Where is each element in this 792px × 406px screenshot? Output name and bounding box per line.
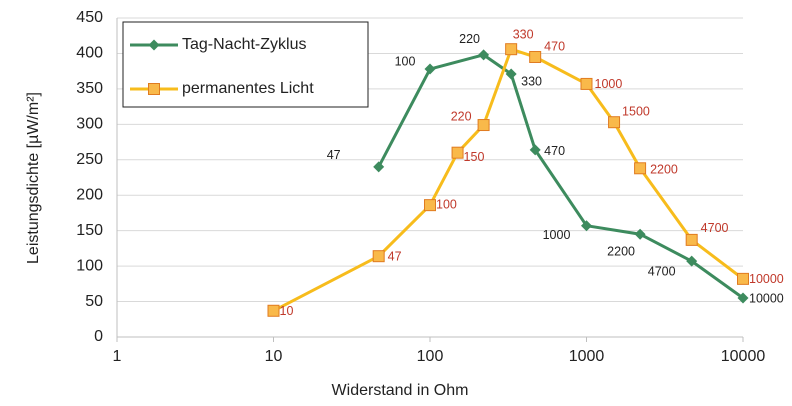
marker — [424, 63, 436, 75]
data-label: 2200 — [607, 245, 635, 259]
data-label: 4700 — [701, 221, 729, 235]
marker — [581, 220, 592, 232]
y-tick-label: 150 — [76, 222, 103, 239]
x-axis-label: Widerstand in Ohm — [332, 382, 469, 399]
marker — [424, 199, 436, 212]
data-label: 2200 — [650, 163, 678, 177]
y-tick-label: 350 — [76, 80, 103, 97]
marker — [478, 49, 490, 61]
data-label: 220 — [451, 109, 472, 123]
marker — [737, 292, 749, 304]
x-tick-label: 100 — [417, 348, 444, 365]
marker — [505, 68, 517, 80]
data-label: 220 — [459, 32, 480, 46]
line — [272, 47, 744, 313]
data-label: 10000 — [749, 272, 784, 286]
x-tick-label: 1 — [113, 348, 122, 365]
data-label: 10 — [280, 304, 294, 318]
marker — [529, 50, 542, 63]
data-label: 470 — [544, 144, 565, 158]
data-label: 4700 — [648, 264, 676, 278]
legend-box — [122, 21, 369, 108]
y-tick-label: 100 — [76, 257, 103, 274]
legend-marker — [148, 83, 160, 95]
y-tick-label: 0 — [94, 328, 103, 345]
data-label: 1000 — [595, 77, 623, 91]
data-label: 10000 — [749, 291, 784, 305]
marker — [451, 146, 464, 159]
data-label: 1000 — [543, 228, 571, 242]
y-axis-label: Leistungsdichte [µW/m²] — [25, 92, 42, 264]
data-label: 470 — [544, 39, 565, 53]
data-label: 150 — [464, 150, 485, 164]
legend-label: Tag-Nacht-Zyklus — [182, 36, 306, 53]
marker — [634, 228, 646, 240]
marker — [686, 255, 698, 267]
data-label: 1500 — [622, 105, 650, 119]
data-label: 47 — [388, 249, 402, 263]
x-tick-label: 10 — [265, 348, 283, 365]
data-label: 100 — [436, 197, 457, 211]
marker — [685, 233, 698, 246]
marker — [608, 116, 621, 129]
marker — [267, 304, 280, 317]
marker — [580, 77, 593, 90]
marker — [372, 250, 385, 263]
data-label: 330 — [521, 74, 542, 88]
data-label: 100 — [395, 54, 416, 68]
x-tick-label: 10000 — [721, 348, 766, 365]
marker — [737, 272, 749, 285]
y-tick-label: 200 — [76, 186, 103, 203]
y-tick-label: 450 — [76, 9, 103, 26]
marker — [529, 144, 541, 156]
legend-marker — [148, 39, 160, 51]
y-tick-label: 50 — [85, 293, 103, 310]
y-tick-label: 400 — [76, 45, 103, 62]
x-tick-label: 1000 — [569, 348, 605, 365]
marker — [505, 43, 518, 56]
y-tick-label: 250 — [76, 151, 103, 168]
y-tick-label: 300 — [76, 116, 103, 133]
marker — [373, 161, 385, 173]
legend-label: permanentes Licht — [182, 80, 314, 97]
marker — [477, 119, 490, 132]
data-label: 330 — [513, 27, 534, 41]
marker — [634, 162, 647, 175]
data-label: 47 — [327, 148, 341, 162]
